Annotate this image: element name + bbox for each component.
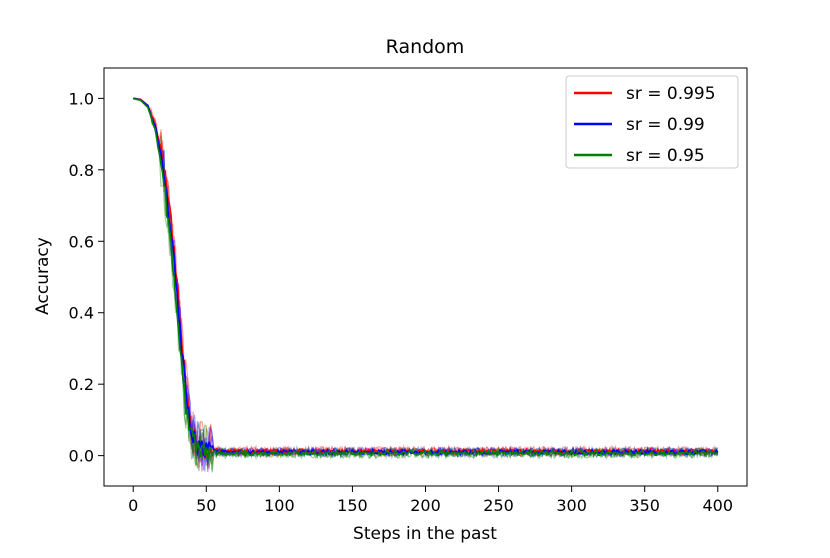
x-tick-label: 250 [483, 496, 514, 515]
x-tick-label: 400 [702, 496, 733, 515]
y-tick-label: 0.2 [69, 375, 94, 394]
x-axis-label: Steps in the past [353, 524, 497, 544]
legend-box [565, 75, 739, 169]
x-tick-label: 0 [128, 496, 138, 515]
x-tick-label: 300 [556, 496, 587, 515]
y-tick-label: 0.0 [69, 447, 94, 466]
x-tick-label: 150 [337, 496, 368, 515]
series-lines [133, 97, 719, 461]
y-tick-label: 0.6 [69, 232, 94, 251]
y-tick-label: 0.4 [69, 304, 94, 323]
legend-label-2: sr = 0.99 [626, 115, 705, 135]
legend-label-3: sr = 0.95 [626, 146, 705, 166]
axes: 0 50 100 150 200 250 300 350 400 0.0 0.2 0.4 0.6 0.8 1… [69, 67, 748, 515]
y-tick-label: 0.8 [69, 161, 94, 180]
y-axis-label: Accuracy [33, 237, 53, 315]
x-tick-label: 200 [410, 496, 441, 515]
chart-title: Random [386, 36, 465, 58]
y-tick-label: 1.0 [69, 89, 94, 108]
x-tick-label: 100 [264, 496, 295, 515]
legend-label-1: sr = 0.995 [626, 84, 716, 104]
legend: sr = 0.995 sr = 0.99 sr = 0.95 [565, 75, 739, 169]
x-tick-label: 350 [629, 496, 660, 515]
x-tick-label: 50 [196, 496, 216, 515]
series-line-3 [133, 97, 719, 461]
